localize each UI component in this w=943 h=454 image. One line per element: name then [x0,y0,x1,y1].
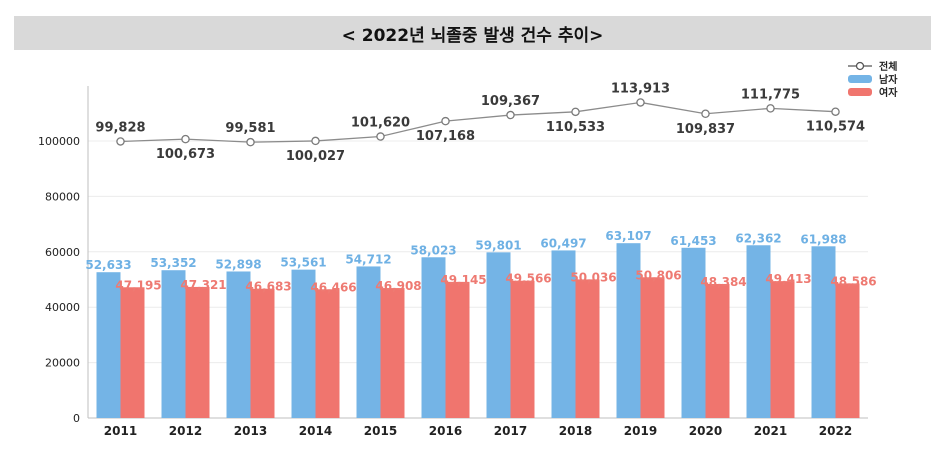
bar-male [746,245,771,418]
data-label-male: 60,497 [540,236,586,250]
data-label-female: 48,586 [830,274,876,288]
total-point [701,109,710,119]
total-point [116,137,125,146]
y-tick-label: 60000 [45,246,80,259]
total-point [311,136,320,146]
chart-title: < 2022년 뇌졸중 발생 건수 추이> [14,16,931,50]
data-label-male: 61,453 [670,234,716,248]
x-tick-label: 2019 [624,424,657,438]
legend-label-female: 여자 [879,86,898,99]
data-label-total: 99,828 [95,120,145,135]
data-label-total: 107,168 [416,129,475,144]
data-label-female: 50,036 [570,270,616,284]
y-tick-label: 0 [73,412,80,425]
data-label-total: 100,027 [286,149,345,164]
data-label-female: 46,683 [245,280,291,294]
data-label-total: 99,581 [225,121,275,136]
total-point [181,134,190,144]
data-label-total: 110,574 [806,120,865,135]
total-point [506,110,515,120]
data-label-male: 53,561 [280,256,326,270]
bar-male [356,266,381,418]
total-line [120,101,836,143]
data-label-female: 50,806 [635,268,681,282]
x-tick-label: 2011 [104,424,137,438]
x-tick-label: 2018 [559,424,592,438]
bar-male [421,257,446,418]
bar-female [185,286,210,418]
data-label-female: 48,384 [700,275,746,289]
y-tick-label: 100000 [38,135,80,148]
total-point [636,98,645,107]
data-label-male: 63,107 [605,229,651,243]
legend-line-marker [855,61,865,71]
y-tick-label: 80000 [45,190,80,203]
total-point [766,104,775,113]
total-point [831,107,840,116]
data-label-male: 58,023 [410,243,456,257]
bar-male [291,269,316,418]
bar-male [681,247,706,418]
data-label-total: 111,775 [741,87,800,102]
bar-female [445,281,470,418]
x-tick-label: 2012 [169,424,202,438]
data-label-total: 109,367 [481,94,540,109]
bar-male [811,246,836,418]
bar-female [315,289,340,418]
data-label-total: 100,673 [156,147,215,162]
bar-female [770,281,795,418]
data-label-male: 59,801 [475,238,521,252]
legend-swatch-male [848,75,872,83]
bar-male [226,271,251,418]
bar-female [510,280,535,418]
data-label-total: 113,913 [611,81,670,96]
bar-female [640,277,665,418]
x-tick-label: 2022 [819,424,852,438]
bar-female [380,288,405,418]
data-label-female: 46,908 [375,279,421,293]
legend-swatch-female [848,88,872,96]
total-point [571,107,580,117]
data-label-female: 46,466 [310,280,356,294]
bar-male [486,252,511,418]
data-label-male: 54,712 [345,252,391,266]
bar-male [551,250,576,418]
data-label-male: 52,633 [85,258,131,272]
data-label-total: 110,533 [546,120,605,135]
data-label-total: 109,837 [676,122,735,137]
total-point [376,132,385,141]
legend-label-male: 남자 [879,73,898,86]
x-tick-label: 2016 [429,424,462,438]
x-tick-label: 2013 [234,424,267,438]
total-point [441,116,450,126]
data-label-male: 52,898 [215,257,261,271]
bar-male [616,243,641,418]
y-tick-label: 20000 [45,357,80,370]
data-label-total: 101,620 [351,116,410,131]
total-point [246,137,255,147]
data-label-female: 49,413 [765,272,811,286]
bar-male [161,270,186,418]
x-tick-label: 2020 [689,424,722,438]
bar-male [96,272,121,418]
data-label-male: 53,352 [150,256,196,270]
bar-female [120,287,145,418]
y-tick-label: 40000 [45,301,80,314]
x-tick-label: 2021 [754,424,787,438]
legend-label-total: 전체 [879,60,897,73]
bar-female [835,283,860,418]
x-tick-label: 2015 [364,424,397,438]
bar-female [705,283,730,418]
x-tick-label: 2014 [299,424,332,438]
data-label-female: 49,145 [440,273,486,287]
bar-female [575,279,600,418]
data-label-male: 62,362 [735,231,781,245]
x-tick-label: 2017 [494,424,527,438]
data-label-female: 49,566 [505,272,551,286]
data-label-male: 61,988 [800,232,846,246]
data-label-female: 47,195 [115,278,161,292]
bar-female [250,288,275,418]
data-label-female: 47,321 [180,278,226,292]
